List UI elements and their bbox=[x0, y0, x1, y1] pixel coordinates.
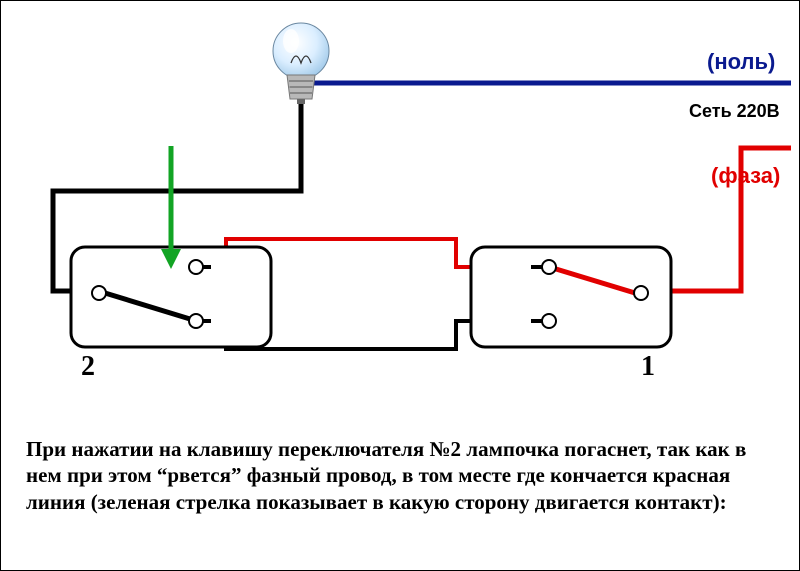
wiring-diagram: (ноль) Сеть 220В (фаза) 2 1 bbox=[1, 1, 800, 421]
switch-1-bottom-terminal bbox=[542, 314, 556, 328]
neutral-label: (ноль) bbox=[707, 49, 775, 75]
switch-1-common-terminal bbox=[634, 286, 648, 300]
switch-2-label: 2 bbox=[81, 351, 95, 383]
lightbulb-icon bbox=[273, 23, 329, 104]
switch-2-top-terminal bbox=[189, 260, 203, 274]
switch-1-label: 1 bbox=[641, 351, 655, 383]
switch-2-bottom-terminal bbox=[189, 314, 203, 328]
mains-label: Сеть 220В bbox=[689, 101, 780, 122]
phase-label: (фаза) bbox=[711, 163, 780, 189]
diagram-caption: При нажатии на клавишу переключателя №2 … bbox=[26, 436, 776, 515]
switch-2-common-terminal bbox=[92, 286, 106, 300]
switch-1-top-terminal bbox=[542, 260, 556, 274]
direction-arrow bbox=[161, 146, 181, 269]
